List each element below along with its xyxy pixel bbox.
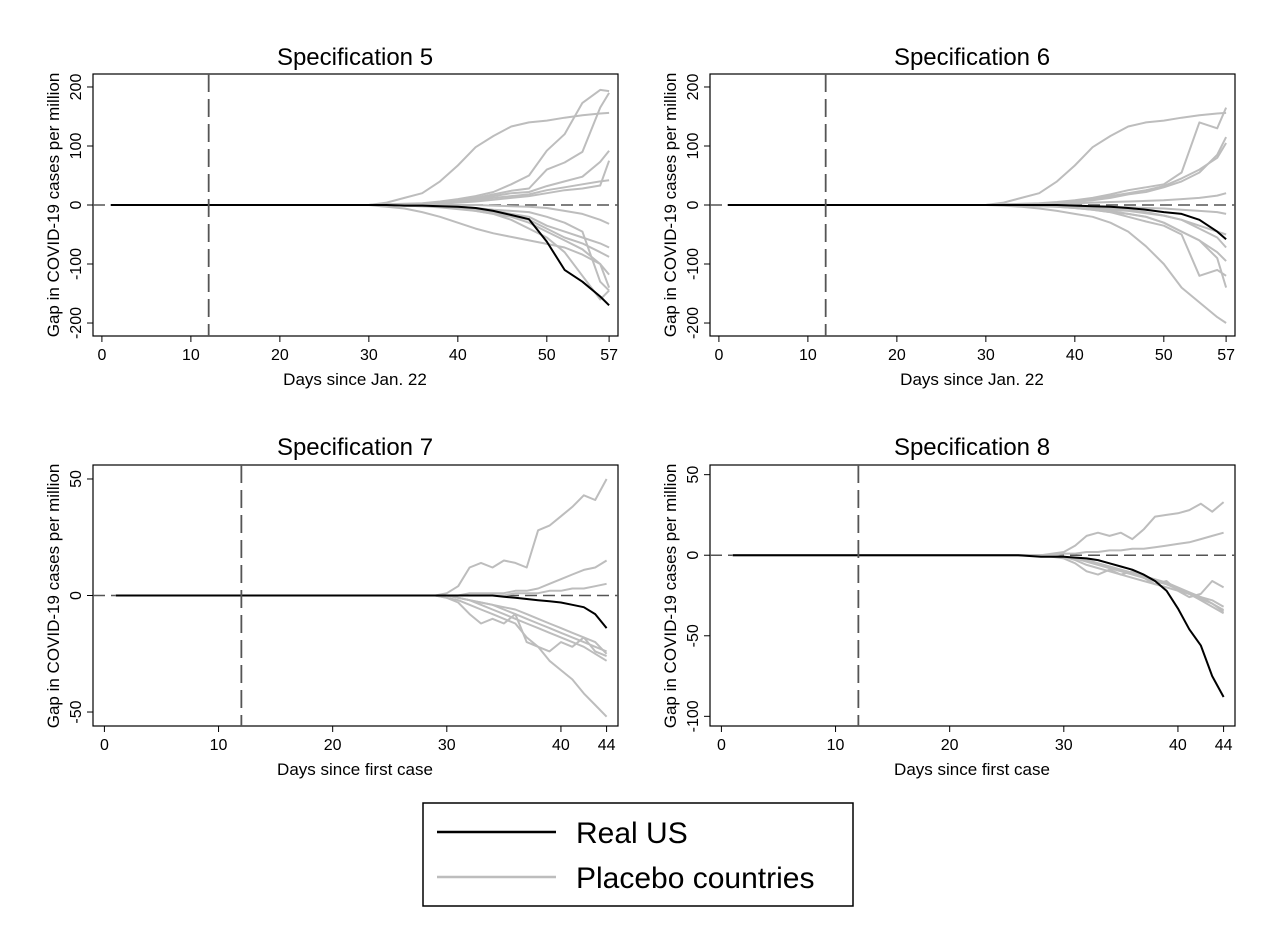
x-tick-label: 30 [1055, 737, 1073, 754]
placebo-series-line [732, 501, 1225, 557]
x-axis-title: Days since Jan. 22 [283, 370, 427, 389]
placebo-series-line [110, 92, 610, 206]
x-axis-title: Days since first case [277, 760, 433, 779]
placebo-series-line [727, 204, 1227, 324]
y-tick-label: 0 [68, 200, 85, 209]
x-tick-label: 10 [210, 737, 228, 754]
x-tick-label: 44 [1215, 737, 1233, 754]
x-axis-title: Days since Jan. 22 [900, 370, 1044, 389]
x-tick-label: 20 [888, 347, 906, 364]
x-tick-label: 0 [100, 737, 109, 754]
placebo-series-line [727, 142, 1227, 206]
y-axis-title: Gap in COVID-19 cases per million [661, 464, 680, 729]
plot-frame [709, 464, 1236, 727]
y-tick-label: -200 [685, 307, 702, 339]
panel-title: Specification 7 [277, 434, 433, 461]
y-tick-label: 50 [68, 470, 85, 488]
placebo-series-line [115, 478, 608, 597]
chart-panel-spec-5: Specification 5 Days since Jan. 22 Gap i… [44, 44, 619, 389]
y-axis-title: Gap in COVID-19 cases per million [44, 73, 63, 338]
x-tick-label: 20 [324, 737, 342, 754]
x-tick-label: 40 [1066, 347, 1084, 364]
y-axis-title: Gap in COVID-19 cases per million [661, 73, 680, 338]
real-us-series-line [115, 594, 608, 629]
y-tick-label: 0 [68, 591, 85, 600]
placebo-series-line [727, 204, 1227, 277]
placebo-series-line [110, 150, 610, 206]
placebo-series-line [115, 594, 607, 653]
real-us-series-line [110, 204, 610, 307]
x-tick-label: 0 [97, 347, 106, 364]
placebo-series-line [732, 554, 1225, 615]
placebo-series-line [110, 204, 610, 276]
legend: Real US Placebo countries [422, 802, 854, 907]
y-tick-label: -100 [685, 700, 702, 732]
placebo-series-line [732, 554, 1225, 599]
y-tick-label: 0 [685, 200, 702, 209]
x-tick-label: 20 [941, 737, 959, 754]
placebo-series-line [110, 111, 610, 206]
x-tick-label: 10 [827, 737, 845, 754]
placebo-series-line [732, 531, 1224, 557]
x-tick-label: 44 [598, 737, 616, 754]
y-tick-label: -50 [685, 624, 702, 647]
placebo-series-line [727, 204, 1228, 288]
x-tick-label: 40 [449, 347, 467, 364]
legend-box [422, 802, 854, 907]
x-tick-label: 10 [799, 347, 817, 364]
y-tick-label: -100 [685, 248, 702, 280]
y-axis-title: Gap in COVID-19 cases per million [44, 464, 63, 729]
x-tick-label: 30 [360, 347, 378, 364]
y-tick-label: -200 [68, 307, 85, 339]
y-tick-label: 50 [685, 466, 702, 484]
real-us-series-line [732, 554, 1225, 698]
placebo-series-line [727, 136, 1227, 206]
y-tick-label: 0 [685, 551, 702, 560]
placebo-series-line [727, 111, 1227, 206]
x-tick-label: 40 [1169, 737, 1187, 754]
y-tick-label: -100 [68, 248, 85, 280]
placebo-series-line [115, 594, 608, 718]
y-tick-label: 100 [685, 133, 702, 160]
x-tick-label: 30 [438, 737, 456, 754]
legend-label-placebo: Placebo countries [576, 862, 814, 895]
chart-panel-spec-8: Specification 8 Days since first case Ga… [661, 434, 1236, 779]
legend-label-real-us: Real US [576, 817, 688, 850]
x-tick-label: 50 [538, 347, 556, 364]
real-us-series-line [727, 204, 1227, 240]
panel-title: Specification 5 [277, 44, 433, 71]
y-tick-label: 100 [68, 133, 85, 160]
x-axis-title: Days since first case [894, 760, 1050, 779]
placebo-series-line [727, 192, 1227, 206]
y-tick-label: 200 [685, 74, 702, 101]
placebo-series-line [110, 88, 610, 206]
placebo-series-line [110, 204, 611, 288]
x-tick-label: 20 [271, 347, 289, 364]
placebo-series-line [115, 594, 608, 662]
y-tick-label: -50 [68, 700, 85, 723]
x-tick-label: 0 [717, 737, 726, 754]
placebo-series-line [115, 559, 608, 597]
panel-title: Specification 8 [894, 434, 1050, 461]
x-tick-label: 57 [1217, 347, 1235, 364]
x-tick-label: 57 [600, 347, 618, 364]
y-tick-label: 200 [68, 74, 85, 101]
chart-panel-spec-7: Specification 7 Days since first case Ga… [44, 434, 619, 779]
x-tick-label: 0 [714, 347, 723, 364]
x-tick-label: 10 [182, 347, 200, 364]
placebo-series-line [110, 204, 610, 292]
chart-panel-spec-6: Specification 6 Days since Jan. 22 Gap i… [661, 44, 1236, 389]
x-tick-label: 50 [1155, 347, 1173, 364]
x-tick-label: 30 [977, 347, 995, 364]
panel-title: Specification 6 [894, 44, 1050, 71]
x-tick-label: 40 [552, 737, 570, 754]
